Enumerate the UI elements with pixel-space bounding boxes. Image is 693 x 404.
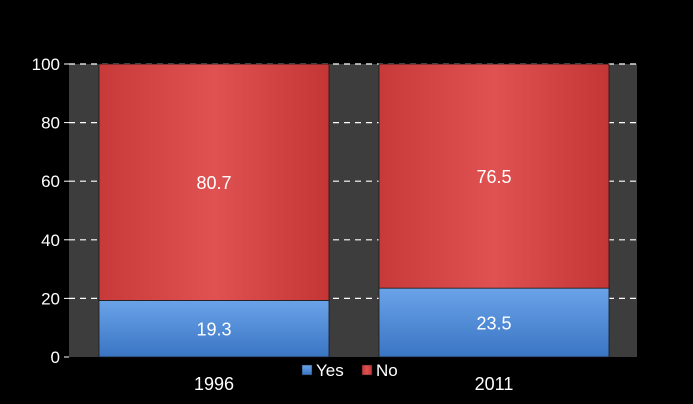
legend-label-yes: Yes bbox=[316, 361, 344, 380]
y-tick-label: 0 bbox=[51, 348, 60, 367]
data-label-no-2011: 76.5 bbox=[476, 167, 511, 187]
bars bbox=[98, 63, 610, 358]
y-tick-label: 60 bbox=[41, 172, 60, 191]
y-tick-label: 100 bbox=[32, 55, 60, 74]
legend-swatch-yes bbox=[301, 364, 313, 376]
bar-no-1996 bbox=[98, 63, 330, 301]
bar-yes-2011 bbox=[378, 287, 610, 358]
data-label-yes-2011: 23.5 bbox=[476, 314, 511, 334]
y-tick-label: 40 bbox=[41, 231, 60, 250]
legend-swatch-no bbox=[361, 364, 373, 376]
data-labels: 19.3 80.7 23.5 76.5 bbox=[196, 167, 511, 340]
legend: Yes No bbox=[301, 361, 398, 380]
y-tick-label: 20 bbox=[41, 289, 60, 308]
data-label-no-1996: 80.7 bbox=[196, 173, 231, 193]
y-tick-label: 80 bbox=[41, 114, 60, 133]
x-category-label: 1996 bbox=[194, 374, 234, 394]
bar-yes-1996 bbox=[98, 300, 330, 358]
x-axis: 1996 2011 bbox=[194, 374, 513, 394]
bar-no-2011 bbox=[378, 63, 610, 289]
data-label-yes-1996: 19.3 bbox=[196, 320, 231, 340]
x-category-label: 2011 bbox=[475, 374, 514, 394]
legend-label-no: No bbox=[376, 361, 398, 380]
y-axis: 0 20 40 60 80 100 bbox=[32, 55, 69, 367]
